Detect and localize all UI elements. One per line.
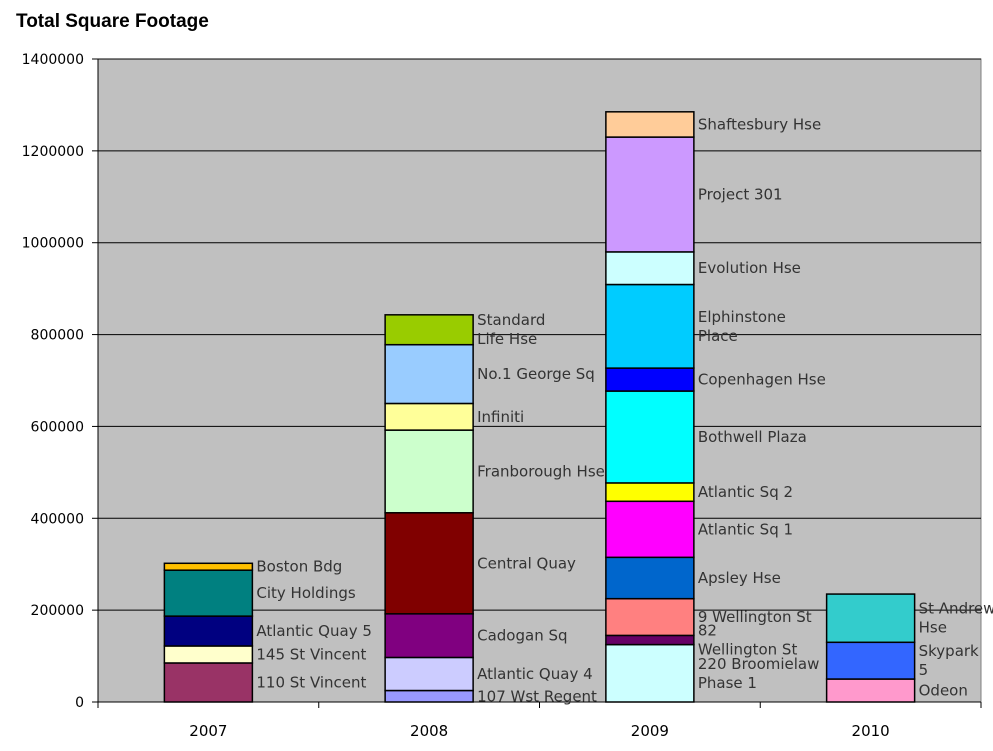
bar-segment[interactable] (384, 613, 474, 659)
segment-label: 145 St Vincent (256, 645, 366, 663)
bar-segment[interactable] (384, 512, 474, 615)
x-tick-label: 2008 (410, 722, 448, 740)
segment-label: Atlantic Sq 2 (698, 483, 793, 501)
y-tick-label: 0 (75, 695, 84, 711)
segment-label: Franborough Hse (477, 462, 605, 480)
bar-segment[interactable] (163, 645, 254, 664)
bar-segment[interactable] (605, 643, 695, 703)
bar-segment[interactable] (605, 634, 695, 646)
segment-label: Elphinstone Place (698, 308, 786, 345)
segment-label: 110 St Vincent (256, 673, 366, 691)
bar-segment[interactable] (605, 283, 695, 369)
x-tick-label: 2007 (189, 722, 227, 740)
x-tick-label: 2010 (852, 722, 890, 740)
segment-label: City Holdings (256, 584, 356, 602)
y-tick-label: 1200000 (22, 144, 84, 160)
segment-label: St Andrew Hse (919, 600, 993, 637)
segment-label: Infiniti (477, 408, 524, 426)
bar-segment[interactable] (384, 689, 474, 703)
y-tick-label: 1000000 (22, 236, 84, 252)
segment-label: 9 Wellington St (698, 608, 812, 626)
chart-title: Total Square Footage (16, 11, 209, 32)
bar-segment[interactable] (384, 429, 474, 514)
segment-label: Cadogan Sq (477, 627, 567, 645)
bar-segment[interactable] (605, 597, 695, 637)
y-tick-label: 800000 (31, 328, 84, 344)
bar-segment[interactable] (605, 482, 695, 503)
y-tick-label: 200000 (31, 603, 84, 619)
segment-label: Atlantic Sq 1 (698, 520, 793, 538)
bar-segment[interactable] (384, 314, 474, 346)
segment-label: Copenhagen Hse (698, 371, 826, 389)
segment-label: Central Quay (477, 554, 576, 572)
segment-label: Skypark 5 (919, 642, 979, 679)
segment-label: No.1 George Sq (477, 365, 595, 383)
bar-segment[interactable] (605, 390, 695, 484)
bar-segment[interactable] (384, 402, 474, 431)
bar-segment[interactable] (605, 111, 695, 138)
bar-segment[interactable] (163, 569, 254, 617)
segment-label: Apsley Hse (698, 569, 781, 587)
bar-segment[interactable] (825, 678, 916, 703)
y-tick-label: 400000 (31, 511, 84, 527)
segment-label: Boston Bdg (256, 558, 342, 576)
bar-segment[interactable] (605, 500, 695, 559)
bar-segment[interactable] (605, 367, 695, 392)
segment-label: Bothwell Plaza (698, 428, 807, 446)
segment-label: 107 Wst Regent (477, 687, 597, 705)
y-tick-label: 1400000 (22, 52, 84, 68)
bar-segment[interactable] (384, 656, 474, 692)
bar-segment[interactable] (825, 641, 916, 680)
y-tick-label: 600000 (31, 419, 84, 435)
segment-label: 82 Wellington St (698, 621, 798, 658)
bar-segment[interactable] (825, 593, 916, 644)
segment-label: Atlantic Quay 5 (256, 622, 372, 640)
segment-label: Standard Life Hse (477, 311, 545, 348)
segment-label: Shaftesbury Hse (698, 115, 821, 133)
bar-segment[interactable] (605, 136, 695, 253)
bar-segment[interactable] (605, 251, 695, 286)
segment-label: Atlantic Quay 4 (477, 665, 593, 683)
bar-segment[interactable] (384, 343, 474, 405)
bar-segment[interactable] (163, 615, 254, 647)
segment-label: Odeon (919, 682, 968, 700)
segment-label: Evolution Hse (698, 259, 801, 277)
bar-segment[interactable] (163, 562, 254, 571)
x-tick-label: 2009 (631, 722, 669, 740)
segment-label: 220 Broomielaw Phase 1 (698, 655, 820, 692)
segment-label: Project 301 (698, 185, 783, 203)
bar-segment[interactable] (605, 556, 695, 600)
bar-segment[interactable] (163, 662, 254, 703)
